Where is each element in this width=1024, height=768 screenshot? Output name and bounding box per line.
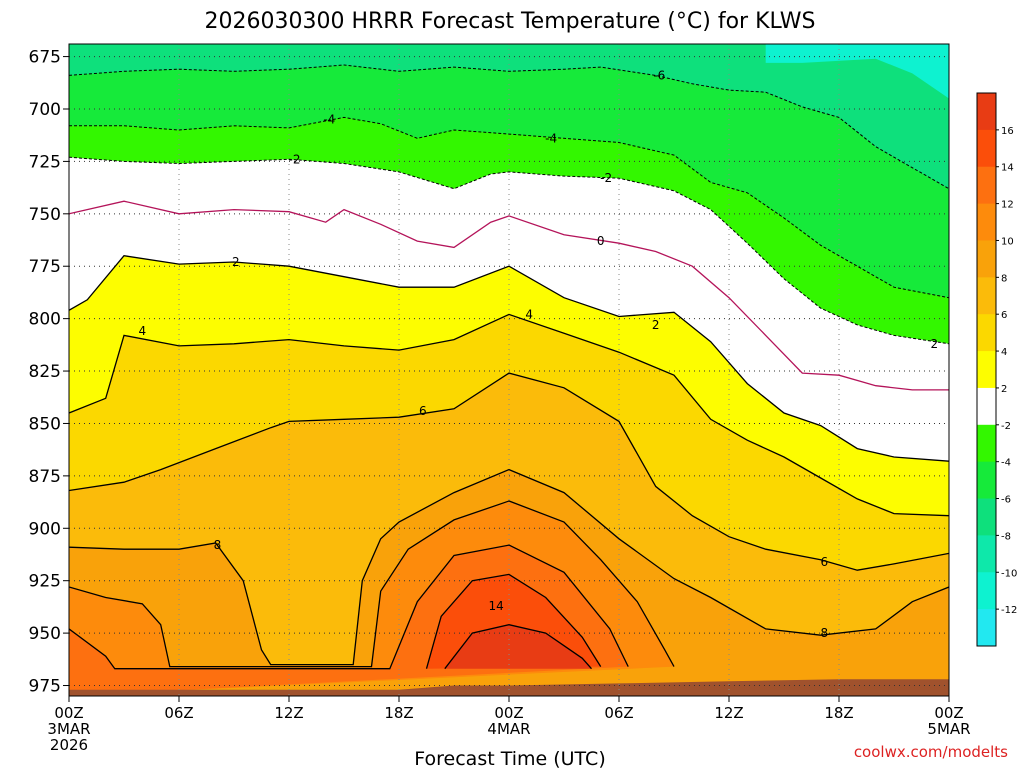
colorbar-label: -2 bbox=[1001, 421, 1011, 432]
colorbar-label: 6 bbox=[1001, 310, 1007, 321]
contour-label: -6 bbox=[653, 68, 665, 82]
colorbar-bin bbox=[977, 314, 996, 352]
colorbar-bin bbox=[977, 387, 996, 426]
colorbar-label: -4 bbox=[1001, 458, 1011, 469]
x-tick-label: 18Z bbox=[824, 704, 853, 722]
contour-label-layer: -6 -4 -4 -2 -2 0 2 2 2 4 4 6 6 8 8 14 bbox=[139, 68, 939, 640]
y-tick-label: 825 bbox=[29, 362, 61, 382]
contour-label: 4 bbox=[525, 307, 533, 321]
isotherm-14 bbox=[425, 573, 602, 669]
colorbar-frame bbox=[976, 92, 997, 647]
y-tick-label: 925 bbox=[29, 572, 61, 592]
y-axis: 675 700 725 750 775 800 825 850 875 900 925 950 975 bbox=[29, 48, 69, 697]
colorbar-bin bbox=[977, 93, 996, 131]
colorbar-label: -10 bbox=[1001, 568, 1017, 579]
x-tick-label: 06Z bbox=[164, 704, 193, 722]
y-tick-label: 875 bbox=[29, 467, 61, 487]
contour-label: -2 bbox=[600, 171, 612, 185]
contour-label: 2 bbox=[232, 255, 240, 269]
contour-label: 14 bbox=[489, 599, 504, 613]
contour-label: 8 bbox=[821, 626, 829, 640]
colorbar-bin bbox=[977, 461, 996, 500]
x-axis-label: Forecast Time (UTC) bbox=[414, 748, 605, 768]
isotherm-2 bbox=[69, 255, 949, 462]
credit-text: coolwx.com/modelts bbox=[854, 743, 1008, 761]
y-tick-label: 800 bbox=[29, 310, 61, 330]
colorbar-label: 16 bbox=[1001, 126, 1014, 137]
colorbar-label: -8 bbox=[1001, 531, 1011, 542]
y-tick-label: 700 bbox=[29, 100, 61, 120]
colorbar-label: -6 bbox=[1001, 495, 1011, 506]
x-tick-label: 5MAR bbox=[927, 720, 970, 738]
colorbar-label: 14 bbox=[1001, 163, 1014, 174]
contour-label: 8 bbox=[214, 538, 222, 552]
x-tick-label: 12Z bbox=[714, 704, 743, 722]
isotherm-12 bbox=[69, 544, 629, 670]
y-tick-label: 675 bbox=[29, 48, 61, 68]
colorbar-label: 4 bbox=[1001, 347, 1007, 358]
x-tick-label: 12Z bbox=[274, 704, 303, 722]
contour-label: -4 bbox=[323, 112, 335, 126]
colorbar-bin bbox=[977, 498, 996, 536]
colorbar-label: 12 bbox=[1001, 200, 1014, 211]
colorbar-label: -12 bbox=[1001, 605, 1017, 616]
colorbar: 16 14 12 10 8 6 4 2 -2 -4 -6 -8 -10 -12 bbox=[976, 92, 1017, 647]
isotherm-layer bbox=[69, 64, 949, 670]
colorbar-bin bbox=[977, 351, 996, 389]
contour-label: 6 bbox=[419, 404, 427, 418]
x-tick-label: 3MAR bbox=[47, 720, 90, 738]
x-tick-label: 2026 bbox=[50, 736, 88, 754]
y-tick-label: 775 bbox=[29, 257, 61, 277]
isotherm-8 bbox=[69, 468, 949, 666]
contour-label: -2 bbox=[289, 152, 301, 166]
colorbar-bin bbox=[977, 535, 996, 573]
fill-band-cold-patch bbox=[765, 44, 949, 99]
colorbar-bin bbox=[977, 277, 996, 315]
colorbar-bin bbox=[977, 166, 996, 205]
contour-label: 4 bbox=[139, 324, 147, 338]
y-tick-label: 725 bbox=[29, 152, 61, 172]
isotherm-16 bbox=[444, 624, 592, 670]
y-tick-label: 750 bbox=[29, 205, 61, 225]
y-tick-label: 850 bbox=[29, 414, 61, 434]
x-tick-label: 00Z bbox=[934, 704, 963, 722]
colorbar-label: 8 bbox=[1001, 273, 1007, 284]
y-tick-label: 900 bbox=[29, 519, 61, 539]
isotherm-6 bbox=[69, 372, 949, 571]
colorbar-bin bbox=[977, 129, 996, 168]
ground-terrain bbox=[69, 679, 949, 696]
x-tick-label: 4MAR bbox=[487, 720, 530, 738]
colorbar-label: 10 bbox=[1001, 236, 1014, 247]
fill-band-16 bbox=[444, 624, 592, 669]
contour-label: 0 bbox=[597, 234, 605, 248]
colorbar-label: 2 bbox=[1001, 384, 1007, 395]
isotherm-10 bbox=[69, 500, 675, 668]
contour-label: -4 bbox=[545, 131, 557, 145]
colorbar-bin bbox=[977, 203, 996, 241]
contour-label: 6 bbox=[821, 555, 829, 569]
isotherm-0 bbox=[69, 200, 949, 391]
contour-label: 2 bbox=[931, 337, 939, 351]
x-tick-label: 00Z bbox=[494, 704, 523, 722]
y-tick-label: 950 bbox=[29, 624, 61, 644]
contour-label: 2 bbox=[652, 318, 660, 332]
x-tick-label: 06Z bbox=[604, 704, 633, 722]
colorbar-bin bbox=[977, 424, 996, 463]
chart-title: 2026030300 HRRR Forecast Temperature (°C… bbox=[205, 9, 816, 34]
x-tick-label: 18Z bbox=[384, 704, 413, 722]
x-tick-label: 00Z bbox=[54, 704, 83, 722]
ground-layer bbox=[69, 679, 949, 696]
isotherm--6 bbox=[69, 64, 949, 190]
colorbar-bin bbox=[977, 609, 996, 647]
y-tick-label: 975 bbox=[29, 677, 61, 697]
colorbar-bin bbox=[977, 240, 996, 278]
colorbar-bin bbox=[977, 572, 996, 610]
isotherm-4 bbox=[69, 313, 949, 517]
